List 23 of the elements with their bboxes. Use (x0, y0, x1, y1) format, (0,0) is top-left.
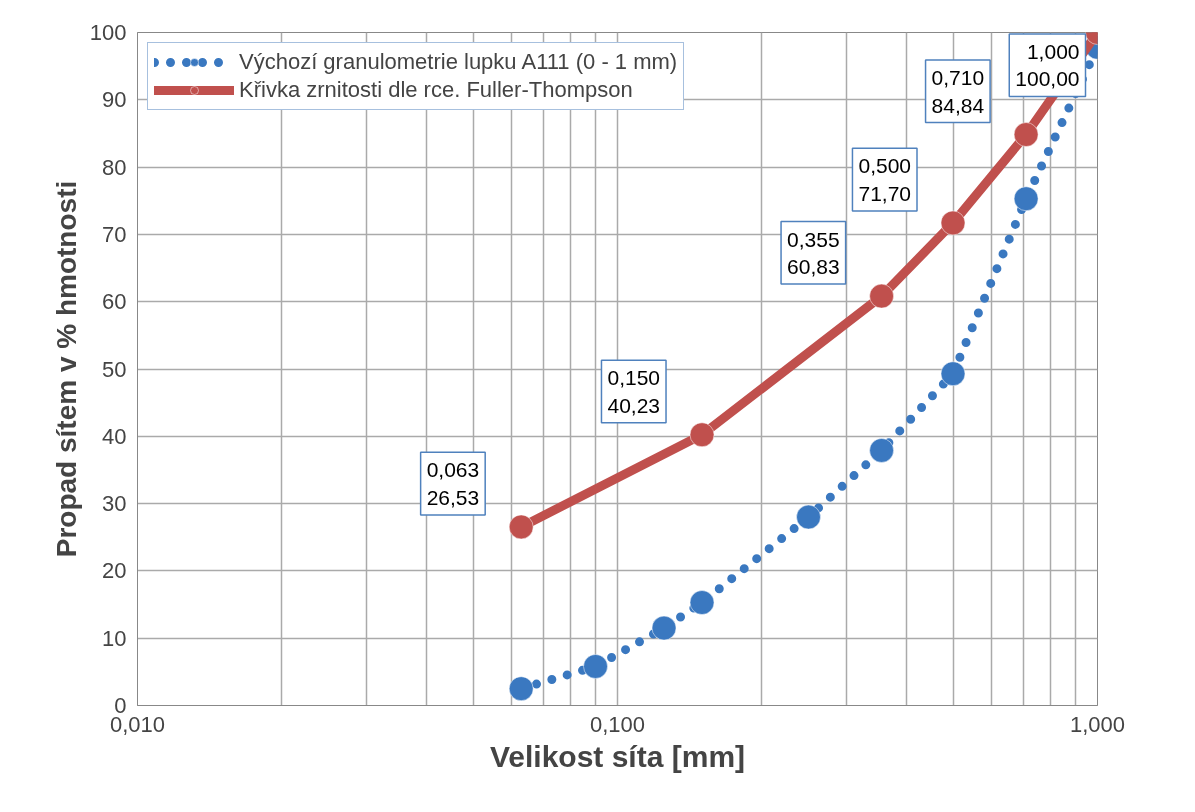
legend-label: Křivka zrnitosti dle rce. Fuller-Thompson (239, 77, 633, 103)
x-tick-label: 0,100 (589, 711, 646, 737)
x-axis-title: Velikost síta [mm] (489, 739, 746, 773)
y-tick-label: 30 (102, 491, 127, 517)
y-tick-label: 100 (89, 20, 127, 45)
data-label: 1,000 100,00 (1015, 39, 1080, 91)
y-tick-label: 80 (102, 154, 127, 180)
data-label: 0,355 60,83 (787, 227, 840, 279)
y-tick-label: 0 (114, 693, 127, 718)
y-axis-title: Propad sítem v % hmotnosti (50, 180, 82, 558)
legend-label: Výchozí granulometrie lupku A111 (0 - 1 mm) (239, 49, 678, 75)
y-tick-label: 40 (102, 423, 127, 449)
y-tick-label: 70 (102, 221, 127, 247)
y-tick-label: 60 (102, 289, 127, 315)
data-label: 0,150 40,23 (607, 366, 661, 417)
data-label: 0,063 26,53 (426, 458, 480, 509)
y-tick-label: 50 (102, 356, 127, 382)
data-label: 0,500 71,70 (858, 154, 912, 205)
y-tick-label: 90 (102, 87, 127, 113)
y-tick-label: 20 (102, 558, 127, 584)
data-label: 0,710 84,84 (931, 65, 985, 117)
x-tick-label: 1,000 (1069, 711, 1126, 737)
y-tick-label: 10 (102, 625, 127, 651)
